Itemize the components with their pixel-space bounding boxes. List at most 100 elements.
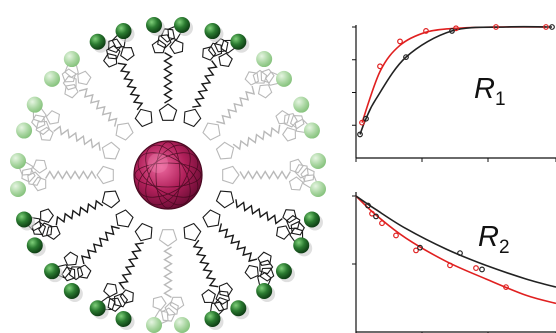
pentagon-ring bbox=[289, 115, 305, 130]
pentagon-ring bbox=[31, 114, 46, 129]
pentagon-ring bbox=[105, 45, 121, 60]
data-point bbox=[403, 54, 409, 61]
pentagon-ring bbox=[257, 251, 272, 267]
pentagon-ring bbox=[290, 221, 305, 236]
data-point bbox=[369, 210, 375, 217]
terminal-sphere bbox=[63, 51, 80, 68]
data-point bbox=[397, 38, 403, 45]
pentagon-ring bbox=[134, 108, 153, 128]
alkyl-chain bbox=[55, 199, 104, 226]
pentagon-ring bbox=[107, 297, 122, 312]
terminal-sphere bbox=[303, 122, 320, 139]
terminal-sphere bbox=[204, 23, 221, 40]
pentagon-ring bbox=[62, 75, 77, 91]
pentagon-ring bbox=[45, 110, 61, 125]
dendrimer-arm bbox=[16, 190, 121, 257]
terminal-sphere bbox=[89, 300, 106, 317]
data-point bbox=[357, 131, 363, 138]
data-point bbox=[413, 247, 419, 254]
terminal-sphere bbox=[63, 282, 80, 299]
pentagon-ring bbox=[218, 52, 233, 68]
chart-panel-r2: R2 bbox=[352, 192, 556, 333]
terminal-sphere bbox=[26, 237, 43, 254]
dendrimer-arm bbox=[146, 229, 190, 333]
dendrimer-arm bbox=[146, 17, 193, 121]
terminal-sphere bbox=[115, 23, 132, 40]
alkyl-chain bbox=[118, 242, 144, 290]
pentagon-ring bbox=[115, 122, 134, 141]
terminal-sphere bbox=[293, 237, 310, 254]
pentagon-ring bbox=[183, 222, 202, 242]
pentagon-ring bbox=[134, 222, 153, 242]
pentagon-ring bbox=[202, 209, 221, 228]
pentagon-ring bbox=[283, 112, 298, 128]
data-point bbox=[423, 28, 429, 34]
pentagon-ring bbox=[101, 141, 121, 160]
pentagon-ring bbox=[61, 68, 77, 83]
pentagon-ring bbox=[158, 229, 178, 247]
pentagon-ring bbox=[201, 289, 216, 303]
pentagon-ring bbox=[169, 39, 184, 55]
pentagon-ring bbox=[282, 127, 296, 142]
series-lines bbox=[359, 25, 553, 135]
pentagon-ring bbox=[215, 290, 231, 305]
pentagon-ring bbox=[151, 39, 167, 54]
terminal-sphere bbox=[146, 317, 162, 333]
dendrimer-arm bbox=[222, 153, 326, 197]
pentagon-ring bbox=[294, 164, 309, 179]
series-markers bbox=[357, 24, 555, 138]
pentagon-ring bbox=[103, 282, 118, 298]
terminal-sphere bbox=[89, 33, 106, 50]
dendrimer-arm bbox=[202, 51, 292, 141]
terminal-sphere bbox=[230, 33, 247, 50]
terminal-sphere bbox=[310, 181, 326, 197]
alkyl-chain bbox=[216, 85, 256, 125]
terminal-sphere bbox=[303, 211, 320, 228]
pentagon-ring bbox=[244, 71, 260, 86]
data-point bbox=[417, 244, 423, 251]
data-point bbox=[377, 63, 383, 70]
pentagon-ring bbox=[157, 34, 172, 49]
pentagon-ring bbox=[218, 282, 233, 297]
pentagon-ring bbox=[260, 68, 275, 84]
data-point bbox=[379, 220, 385, 227]
series-line-1 bbox=[359, 25, 553, 135]
data-point bbox=[373, 213, 379, 220]
pentagon-ring bbox=[289, 158, 304, 174]
series-line-1 bbox=[355, 195, 556, 288]
pentagon-ring bbox=[40, 208, 54, 223]
pentagon-ring bbox=[101, 190, 121, 209]
cage-ring bbox=[155, 141, 181, 209]
pentagon-ring bbox=[288, 176, 304, 191]
data-point bbox=[447, 262, 453, 269]
terminal-sphere bbox=[10, 153, 26, 169]
pentagon-ring bbox=[115, 209, 134, 228]
data-point bbox=[449, 28, 455, 34]
pentagon-ring bbox=[207, 42, 223, 58]
pentagon-ring bbox=[285, 214, 301, 230]
pentagon-ring bbox=[38, 222, 53, 238]
data-point bbox=[453, 25, 459, 32]
pentagon-ring bbox=[213, 296, 228, 312]
terminal-sphere bbox=[174, 17, 190, 33]
pentagon-ring bbox=[76, 264, 92, 279]
terminal-sphere bbox=[275, 263, 292, 280]
cage-ring bbox=[134, 162, 202, 188]
alkyl-chain bbox=[239, 170, 292, 180]
terminal-sphere bbox=[230, 300, 247, 317]
pentagon-ring bbox=[244, 264, 259, 280]
pentagon-ring bbox=[21, 167, 36, 183]
pentagon-ring bbox=[120, 47, 135, 61]
pentagon-ring bbox=[202, 46, 217, 61]
alkyl-chain bbox=[163, 51, 173, 104]
dendrimer-arm bbox=[215, 190, 323, 257]
terminal-sphere bbox=[16, 211, 33, 228]
pentagon-ring bbox=[32, 159, 48, 174]
pentagon-ring bbox=[32, 176, 47, 192]
dendrimer-arm bbox=[89, 23, 153, 128]
alkyl-chain bbox=[53, 125, 101, 151]
pentagon-ring bbox=[39, 126, 54, 141]
pentagon-ring bbox=[259, 259, 274, 275]
alkyl-chain bbox=[192, 239, 219, 288]
pentagon-ring bbox=[96, 165, 114, 185]
